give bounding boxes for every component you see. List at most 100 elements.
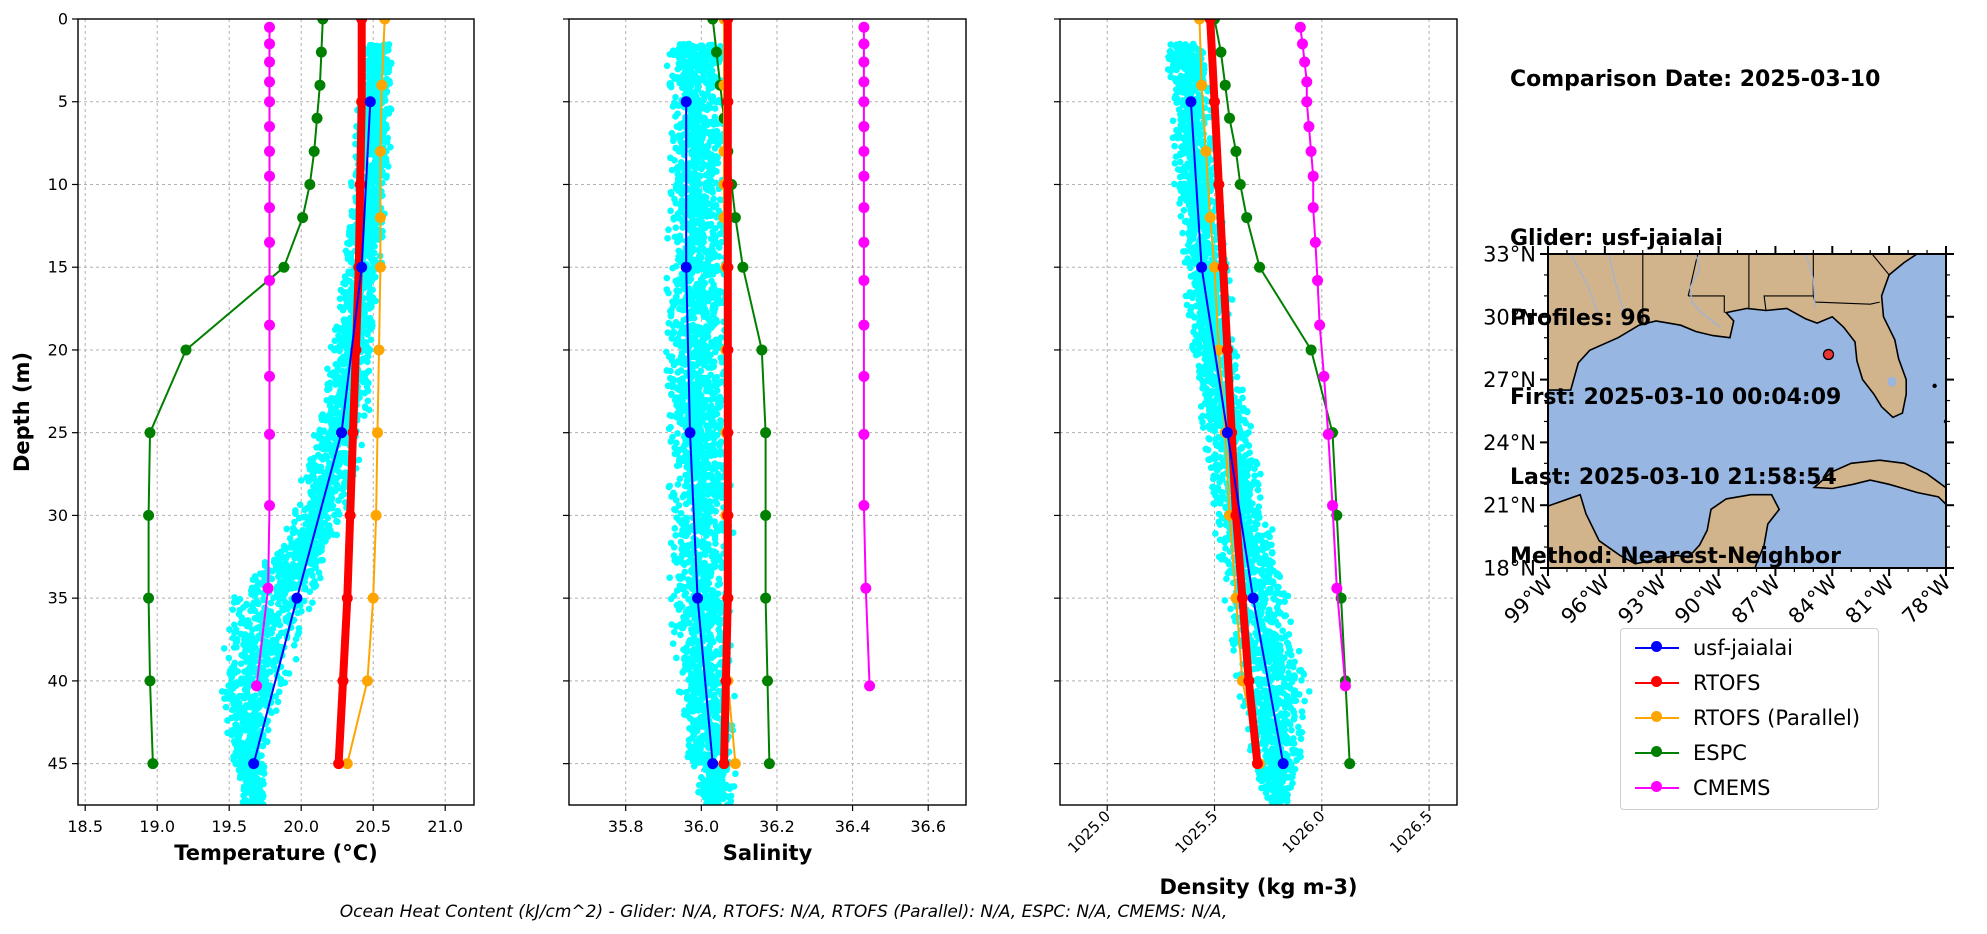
observation-point (320, 476, 327, 484)
series-marker (311, 112, 323, 124)
observation-point (364, 269, 372, 276)
observation-point (360, 412, 368, 419)
observation-point (250, 717, 257, 724)
observation-point (265, 656, 272, 663)
observation-point (229, 706, 236, 714)
observation-point (673, 337, 681, 345)
observation-point (249, 642, 257, 650)
series-marker (356, 261, 368, 273)
observation-point (254, 600, 262, 608)
observation-point (324, 445, 331, 453)
observation-point (713, 213, 721, 221)
observation-point (675, 256, 682, 263)
observation-point (699, 706, 707, 714)
observation-point (309, 512, 316, 520)
series-marker (373, 344, 385, 356)
observation-point (317, 557, 325, 564)
observation-point (668, 190, 675, 198)
series-marker (144, 675, 156, 687)
observation-point (371, 128, 378, 135)
observation-point (367, 336, 375, 344)
observation-point (244, 737, 252, 745)
observation-point (313, 466, 321, 474)
observation-point (366, 249, 373, 257)
observation-point (669, 640, 677, 647)
observation-point (270, 556, 278, 564)
observation-point (301, 584, 309, 591)
series-marker (144, 427, 156, 439)
observation-point (681, 491, 688, 498)
observation-point (711, 113, 719, 121)
observation-point (258, 801, 266, 805)
observation-point (676, 386, 684, 394)
observation-point (235, 766, 243, 774)
observation-point (679, 379, 687, 387)
observation-point (371, 242, 378, 250)
observation-point (341, 273, 349, 280)
observation-point (695, 60, 703, 67)
observation-point (329, 502, 337, 510)
observation-point (678, 45, 685, 53)
observation-point (367, 69, 375, 77)
observation-point (247, 607, 254, 615)
series-line-rtofs (334, 19, 366, 768)
observation-point (328, 424, 336, 431)
observation-point (268, 629, 275, 637)
observation-point (302, 538, 310, 546)
observation-point (366, 346, 374, 354)
observation-point (259, 666, 267, 673)
observation-point (710, 363, 718, 370)
observation-point (337, 394, 345, 402)
observation-point (671, 444, 678, 452)
observation-point (315, 480, 322, 488)
observation-point (262, 678, 269, 685)
observation-point (232, 626, 240, 633)
observation-point (701, 498, 709, 506)
observation-point (292, 655, 300, 663)
observation-point (711, 563, 719, 571)
observation-point (315, 488, 323, 496)
observation-point (232, 721, 239, 729)
observation-point (297, 539, 304, 547)
observation-point (367, 164, 375, 172)
observation-point (714, 154, 721, 161)
x-tick-label: 36.2 (759, 817, 795, 836)
observation-point (249, 626, 256, 633)
observation-point (266, 682, 274, 689)
series-marker (278, 261, 290, 273)
observation-point (235, 699, 243, 707)
observation-point (250, 787, 257, 794)
observation-point (663, 286, 671, 293)
observation-point (674, 322, 682, 329)
observation-point (310, 432, 318, 439)
observation-point (282, 583, 289, 591)
observation-point (716, 196, 724, 203)
observation-point (674, 430, 681, 437)
series-marker (361, 675, 373, 687)
series-marker (264, 499, 276, 511)
observation-point (710, 252, 717, 260)
observation-point (675, 502, 683, 509)
observation-point (693, 129, 700, 137)
observation-point (279, 604, 286, 612)
observation-point (678, 270, 686, 278)
observation-point (677, 138, 684, 145)
observation-point (275, 558, 283, 565)
observation-point (697, 682, 704, 690)
observation-point (274, 550, 281, 558)
observation-point (319, 415, 327, 422)
observation-point (343, 345, 350, 352)
x-tick-label: 36.6 (910, 817, 946, 836)
x-tick-label: 36.0 (684, 817, 720, 836)
series-marker (308, 145, 320, 157)
observation-point (229, 634, 237, 642)
observation-point (335, 511, 343, 518)
observation-point (675, 287, 683, 295)
series-marker (291, 592, 303, 604)
y-tick-label: 45 (48, 754, 68, 773)
observation-point (358, 441, 365, 449)
series-marker (264, 236, 276, 248)
y-tick-label: 20 (48, 340, 68, 359)
observation-point (680, 656, 688, 663)
observation-point (703, 117, 710, 125)
